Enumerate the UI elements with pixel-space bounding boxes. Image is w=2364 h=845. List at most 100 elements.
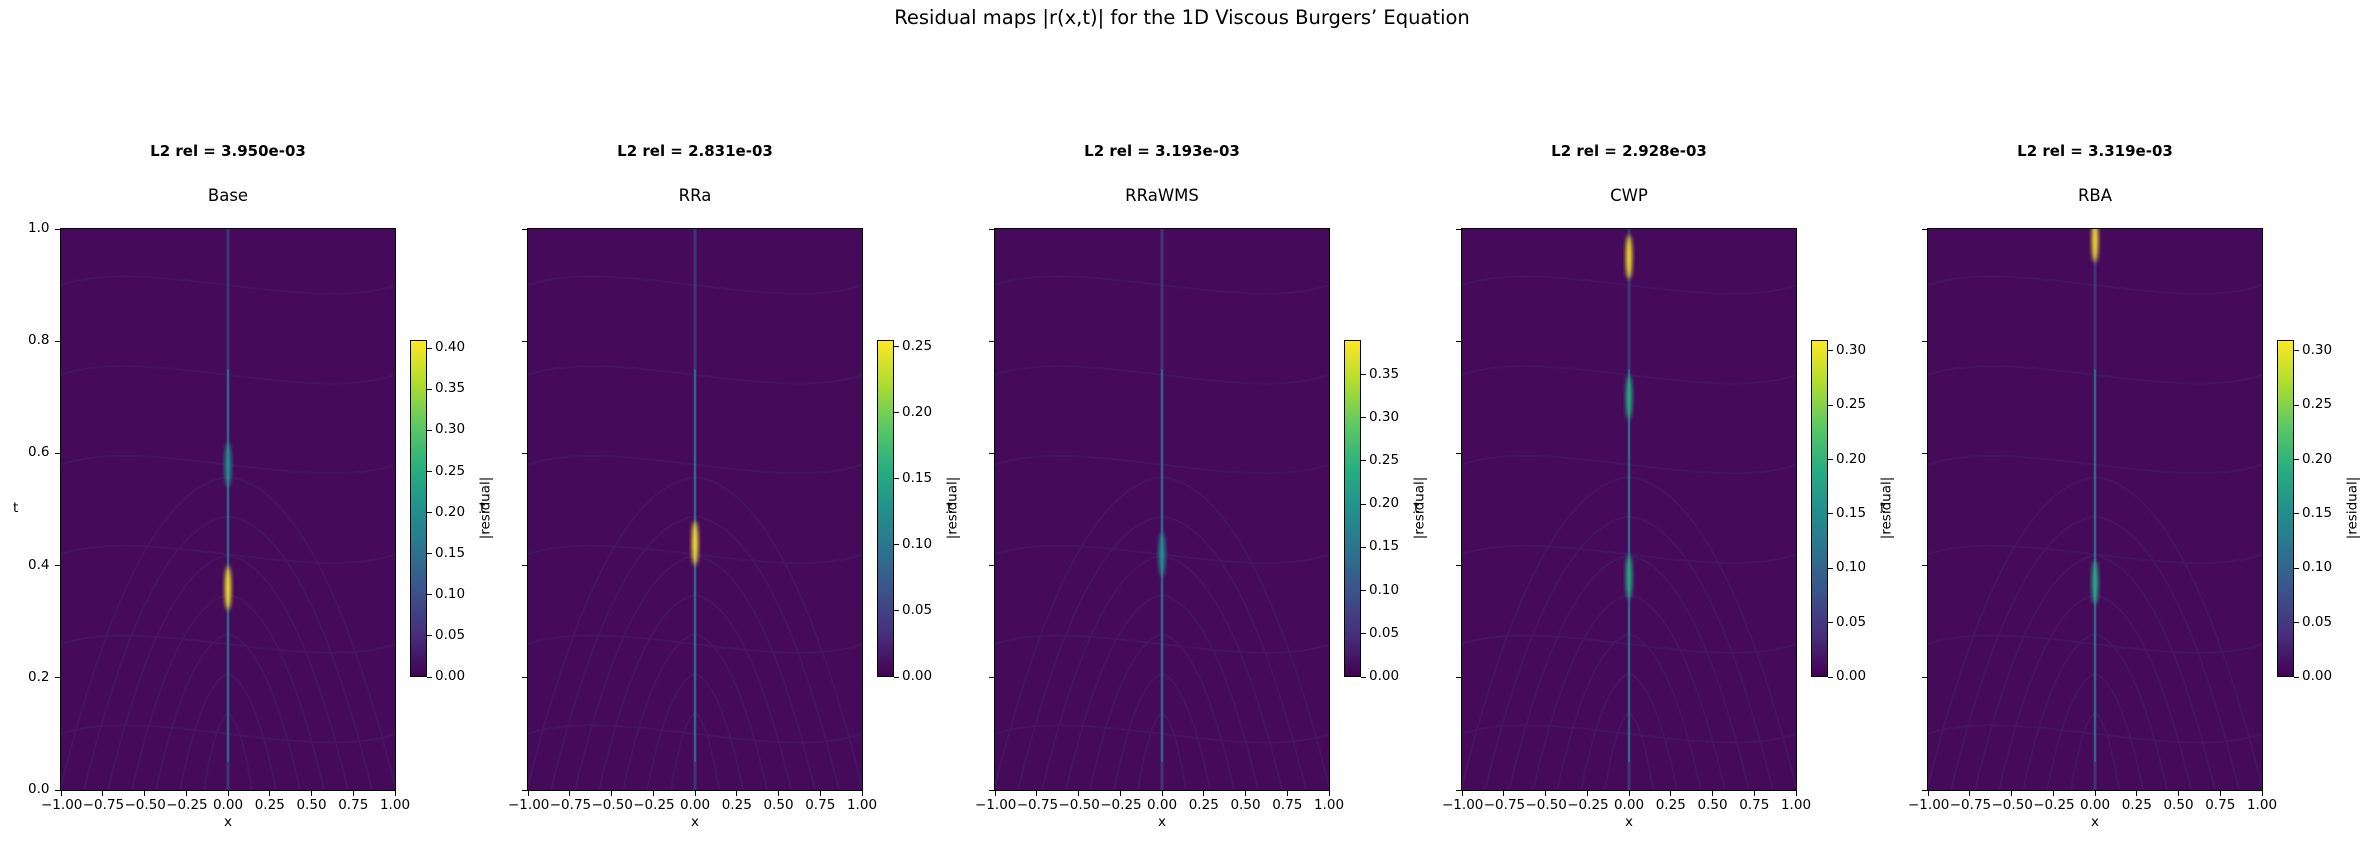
panel-l2-subtitle: L2 rel = 2.831e-03 bbox=[617, 142, 773, 160]
panel-title: RBA bbox=[2077, 186, 2113, 205]
panel-title: Base bbox=[207, 186, 249, 205]
figure-title: Residual maps |r(x,t)| for the 1D Viscou… bbox=[894, 6, 1470, 29]
x-tick-mark bbox=[1203, 791, 1205, 796]
colorbar-tick-mark bbox=[1828, 513, 1833, 515]
x-tick-mark bbox=[819, 791, 821, 796]
x-tick-mark bbox=[1586, 791, 1588, 796]
x-tick-mark bbox=[1119, 791, 1121, 796]
heatmap-field bbox=[527, 228, 863, 791]
heatmap-field bbox=[1927, 228, 2263, 791]
x-tick-mark bbox=[1927, 791, 1929, 796]
colorbar-tick-label: 0.20 bbox=[902, 403, 933, 420]
colorbar bbox=[410, 340, 427, 677]
x-tick-label: 0.25 bbox=[254, 797, 285, 813]
colorbar-tick-mark bbox=[1361, 374, 1366, 376]
residual-hotspot bbox=[225, 442, 231, 487]
colorbar-tick-mark bbox=[427, 512, 432, 514]
x-tick-mark bbox=[994, 791, 996, 796]
x-tick-mark bbox=[2219, 791, 2221, 796]
y-tick-mark bbox=[522, 789, 527, 791]
x-tick-label: −0.75 bbox=[82, 797, 125, 813]
y-tick-mark bbox=[989, 789, 994, 791]
heatmap-svg bbox=[1928, 229, 2262, 790]
y-tick-mark bbox=[522, 340, 527, 342]
y-tick-mark bbox=[1922, 340, 1927, 342]
x-tick-label: 0.00 bbox=[2079, 797, 2111, 813]
y-axis-label: t bbox=[1880, 499, 1886, 516]
x-tick-mark bbox=[1969, 791, 1971, 796]
y-tick-mark bbox=[1456, 340, 1461, 342]
x-tick-label: 1.00 bbox=[846, 797, 878, 813]
x-tick-mark bbox=[352, 791, 354, 796]
residual-hotspot bbox=[2092, 229, 2098, 263]
colorbar-tick-label: 0.35 bbox=[435, 380, 466, 397]
x-axis-label: x bbox=[1158, 814, 1166, 830]
x-tick-label: 0.50 bbox=[763, 797, 794, 813]
x-tick-label: −1.00 bbox=[975, 797, 1017, 813]
x-tick-mark bbox=[2094, 791, 2096, 796]
colorbar-tick-label: 0.10 bbox=[1369, 581, 1400, 598]
heatmap-field bbox=[60, 228, 396, 791]
colorbar-tick-label: 0.30 bbox=[1836, 341, 1867, 358]
colorbar-tick-label: 0.15 bbox=[435, 544, 466, 561]
colorbar bbox=[877, 340, 894, 677]
x-tick-mark bbox=[311, 791, 312, 796]
y-tick-mark bbox=[55, 789, 60, 791]
colorbar-tick-mark bbox=[1361, 676, 1366, 678]
x-tick-label: −0.50 bbox=[591, 797, 633, 813]
x-tick-mark bbox=[861, 791, 863, 796]
x-tick-label: −1.00 bbox=[41, 797, 83, 813]
x-tick-label: −1.00 bbox=[508, 797, 550, 813]
x-tick-mark bbox=[2011, 791, 2012, 796]
y-tick-label: 0.2 bbox=[28, 668, 50, 685]
colorbar-tick-label: 0.20 bbox=[2302, 450, 2333, 467]
x-tick-mark bbox=[694, 791, 696, 796]
x-tick-label: −0.25 bbox=[2033, 797, 2075, 813]
x-axis-label: x bbox=[1625, 814, 1633, 830]
colorbar-tick-mark bbox=[894, 676, 899, 678]
colorbar-tick-mark bbox=[1828, 676, 1833, 678]
colorbar-tick-mark bbox=[894, 412, 899, 414]
x-tick-label: −0.50 bbox=[1058, 797, 1100, 813]
x-tick-mark bbox=[185, 791, 187, 796]
colorbar-tick-mark bbox=[1828, 622, 1833, 624]
x-tick-mark bbox=[1795, 791, 1797, 796]
y-tick-mark bbox=[1922, 565, 1927, 567]
x-tick-mark bbox=[736, 791, 738, 796]
x-tick-label: 0.25 bbox=[1655, 797, 1686, 813]
residual-hotspot bbox=[2092, 560, 2098, 605]
x-tick-label: −0.50 bbox=[1525, 797, 1567, 813]
colorbar-tick-mark bbox=[427, 553, 432, 555]
x-tick-mark bbox=[569, 791, 571, 796]
colorbar-tick-label: 0.30 bbox=[435, 421, 466, 438]
x-tick-label: 0.50 bbox=[296, 797, 327, 813]
y-tick-label: 0.6 bbox=[28, 444, 50, 461]
colorbar bbox=[1344, 340, 1361, 677]
colorbar-tick-label: 0.20 bbox=[1369, 495, 1400, 512]
colorbar-tick-mark bbox=[1361, 633, 1366, 635]
x-tick-label: −0.75 bbox=[549, 797, 592, 813]
colorbar-tick-mark bbox=[2294, 404, 2299, 406]
x-tick-label: 1.00 bbox=[2246, 797, 2278, 813]
colorbar-tick-label: 0.10 bbox=[902, 535, 933, 552]
colorbar-tick-label: 0.10 bbox=[1836, 559, 1867, 576]
colorbar-tick-mark bbox=[1361, 546, 1366, 548]
heatmap-field bbox=[994, 228, 1330, 791]
y-tick-mark bbox=[1922, 789, 1927, 791]
heatmap-field bbox=[1461, 228, 1797, 791]
x-tick-label: −0.50 bbox=[124, 797, 166, 813]
y-tick-label: 1.0 bbox=[28, 220, 50, 236]
heatmap-svg bbox=[61, 229, 395, 790]
panel-l2-subtitle: L2 rel = 3.950e-03 bbox=[150, 142, 306, 160]
x-tick-mark bbox=[2261, 791, 2263, 796]
panel-title: RRaWMS bbox=[1125, 186, 1199, 205]
colorbar-tick-label: 0.10 bbox=[435, 585, 466, 602]
x-tick-label: 1.00 bbox=[1780, 797, 1812, 813]
x-axis-label: x bbox=[224, 814, 232, 830]
colorbar-tick-mark bbox=[894, 346, 899, 348]
colorbar-tick-label: 0.30 bbox=[1369, 408, 1400, 425]
heatmap-svg bbox=[995, 229, 1329, 790]
y-tick-mark bbox=[522, 677, 527, 679]
y-tick-mark bbox=[55, 340, 60, 342]
panel-l2-subtitle: L2 rel = 3.193e-03 bbox=[1084, 142, 1240, 160]
